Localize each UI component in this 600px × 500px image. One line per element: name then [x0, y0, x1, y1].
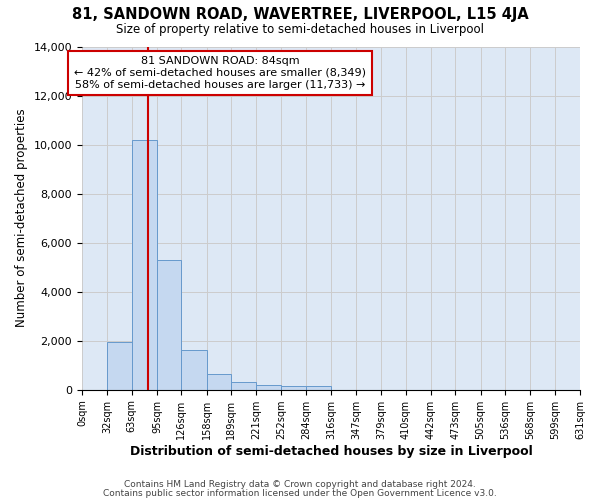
Bar — [206, 374, 231, 390]
Text: 81, SANDOWN ROAD, WAVERTREE, LIVERPOOL, L15 4JA: 81, SANDOWN ROAD, WAVERTREE, LIVERPOOL, … — [71, 8, 529, 22]
Bar — [256, 385, 281, 390]
Bar — [181, 350, 206, 390]
Text: Contains public sector information licensed under the Open Government Licence v3: Contains public sector information licen… — [103, 488, 497, 498]
Text: Contains HM Land Registry data © Crown copyright and database right 2024.: Contains HM Land Registry data © Crown c… — [124, 480, 476, 489]
Text: Size of property relative to semi-detached houses in Liverpool: Size of property relative to semi-detach… — [116, 22, 484, 36]
X-axis label: Distribution of semi-detached houses by size in Liverpool: Distribution of semi-detached houses by … — [130, 444, 532, 458]
Bar — [131, 140, 157, 390]
Bar — [281, 386, 306, 390]
Bar — [107, 342, 131, 390]
Bar — [157, 260, 181, 390]
Bar — [306, 386, 331, 390]
Bar — [231, 382, 256, 390]
Text: 81 SANDOWN ROAD: 84sqm
← 42% of semi-detached houses are smaller (8,349)
58% of : 81 SANDOWN ROAD: 84sqm ← 42% of semi-det… — [74, 56, 366, 90]
Y-axis label: Number of semi-detached properties: Number of semi-detached properties — [15, 109, 28, 328]
